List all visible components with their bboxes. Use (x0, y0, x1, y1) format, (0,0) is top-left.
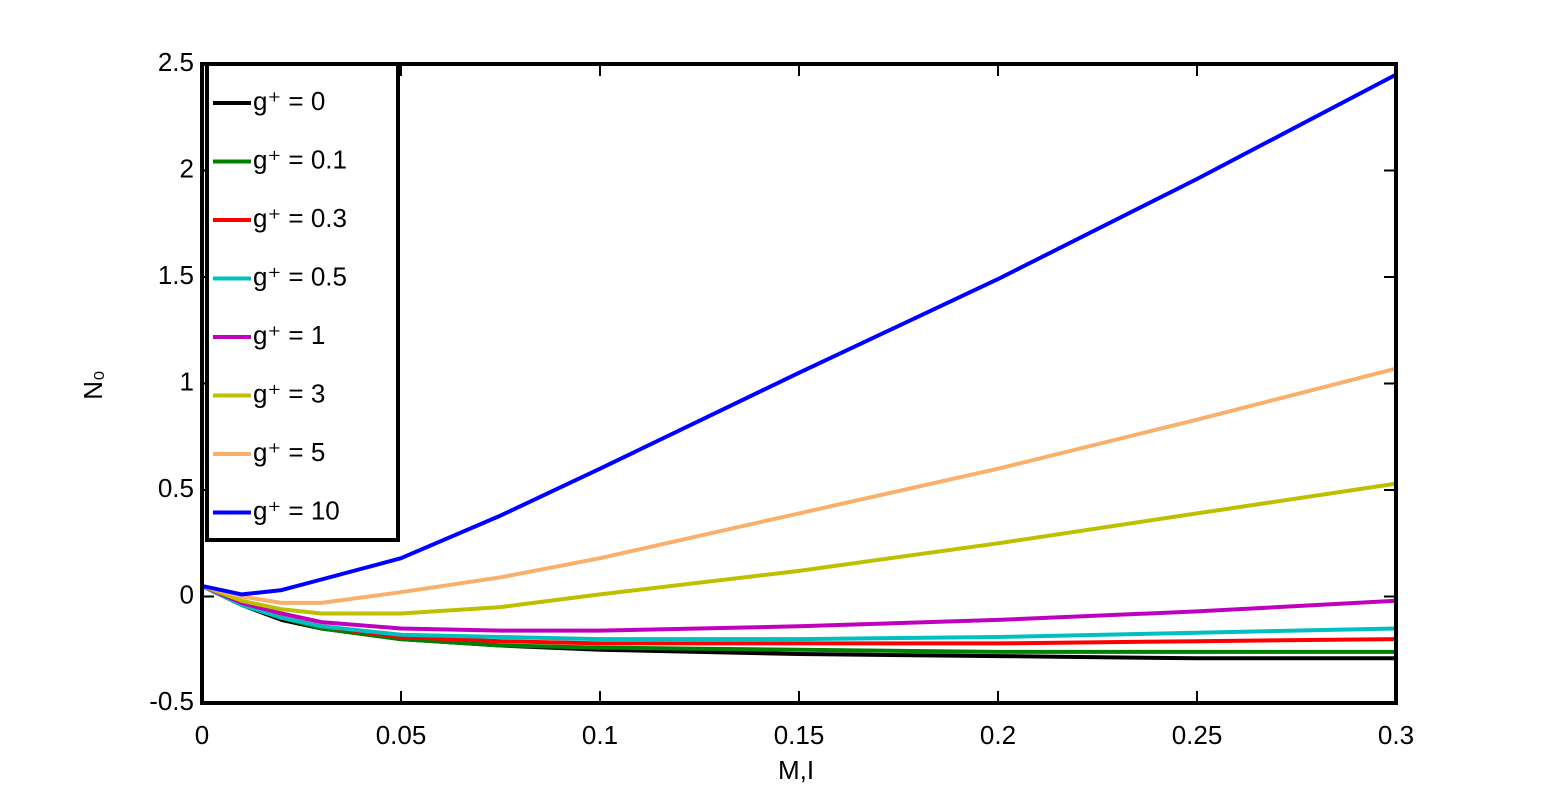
series-line (201, 584, 1397, 633)
legend-label: g⁺ = 0.1 (253, 144, 347, 174)
legend-label: g⁺ = 3 (253, 378, 325, 408)
legend-box (205, 62, 400, 542)
y-tick-label: 0 (180, 579, 194, 609)
x-tick-label: 0 (195, 720, 209, 750)
x-tick-label: 0.3 (1378, 720, 1414, 750)
y-tick-label: 2 (180, 153, 194, 183)
legend-label: g⁺ = 0.3 (253, 203, 347, 233)
x-tick-label: 0.15 (774, 720, 825, 750)
y-tick-label: 1.5 (158, 260, 194, 290)
x-tick-label: 0.2 (980, 720, 1016, 750)
plot-frame (200, 62, 1398, 705)
y-tick-label: -0.5 (149, 686, 194, 716)
legend-label: g⁺ = 10 (253, 495, 340, 525)
series-line (201, 366, 1397, 605)
y-axis-label: N₀ (78, 370, 108, 400)
legend-label: g⁺ = 1 (253, 320, 325, 350)
y-tick-label: 0.5 (158, 473, 194, 503)
legend-label: g⁺ = 5 (253, 437, 325, 467)
series-line (201, 72, 1397, 597)
legend-label: g⁺ = 0.5 (253, 261, 347, 291)
series-line (201, 481, 1397, 616)
x-tick-label: 0.25 (1172, 720, 1223, 750)
x-axis-label: M,I (778, 755, 814, 785)
y-tick-label: 1 (180, 366, 194, 396)
x-tick-label: 0.1 (582, 720, 618, 750)
x-tick-label: 0.05 (376, 720, 427, 750)
y-tick-label: 2.5 (158, 47, 194, 77)
legend-label: g⁺ = 0 (253, 86, 325, 116)
series-line (201, 584, 1397, 642)
